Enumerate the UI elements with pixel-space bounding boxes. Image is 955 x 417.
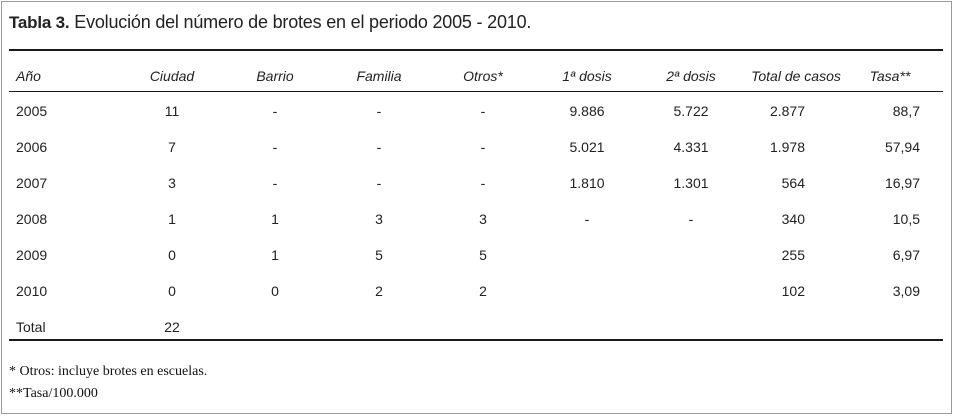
table-cell-tasa: 6,97 xyxy=(892,247,920,263)
column-header-familia: Familia xyxy=(356,68,402,84)
table-row: 2006 7 - - - 5.021 4.331 1.978 57,94 xyxy=(9,137,943,157)
table-cell-2-dosis: - xyxy=(688,211,694,227)
table-header-row: Año Ciudad Barrio Familia Otros* 1ª dosis 2ª d… xyxy=(9,66,943,86)
table-caption: Evolución del número de brotes en el per… xyxy=(74,12,532,32)
table-row: 2010 0 0 2 2 102 3,09 xyxy=(9,281,943,301)
table-cell-otros: 2 xyxy=(479,283,487,299)
table-cell-tasa: 88,7 xyxy=(892,103,920,119)
table-cell-familia: 5 xyxy=(375,247,383,263)
column-header-barrio: Barrio xyxy=(256,68,294,84)
table-cell-ciudad: 0 xyxy=(168,247,176,263)
table-cell-familia: - xyxy=(376,103,382,119)
column-header-ano: Año xyxy=(16,68,41,84)
table-cell-2-dosis: 1.301 xyxy=(673,175,709,191)
table-cell-1-dosis: - xyxy=(584,211,590,227)
table-row: 2005 11 - - - 9.886 5.722 2.877 88,7 xyxy=(9,101,943,121)
table-cell-2-dosis: 5.722 xyxy=(673,103,709,119)
table-cell-ano: 2009 xyxy=(16,247,48,263)
table-cell-familia: 3 xyxy=(375,211,383,227)
table-label: Tabla 3. xyxy=(9,13,70,32)
table-row: 2008 1 1 3 3 - - 340 10,5 xyxy=(9,209,943,229)
column-header-otros: Otros* xyxy=(463,68,503,84)
table-cell-tasa: 10,5 xyxy=(892,211,920,227)
table-cell-barrio: 1 xyxy=(271,211,279,227)
table-cell-ano: 2007 xyxy=(16,175,48,191)
table-cell-familia: - xyxy=(376,139,382,155)
footnote-otros: * Otros: incluye brotes en escuelas. xyxy=(9,364,208,379)
footnote-tasa: **Tasa/100.000 xyxy=(9,386,98,401)
table-cell-ano: 2005 xyxy=(16,103,48,119)
table-cell-total-de-casos: 340 xyxy=(781,211,805,227)
table-cell-otros: 5 xyxy=(479,247,487,263)
column-header-2-dosis: 2ª dosis xyxy=(666,68,716,84)
bottom-rule xyxy=(9,339,943,341)
table-cell-familia: 2 xyxy=(375,283,383,299)
table-cell-barrio: - xyxy=(272,139,278,155)
table-cell-otros: 3 xyxy=(479,211,487,227)
table-cell-barrio: 0 xyxy=(271,283,279,299)
table-cell-otros: - xyxy=(480,103,486,119)
column-header-ciudad: Ciudad xyxy=(149,68,195,84)
table-cell-total-de-casos: 1.978 xyxy=(769,139,805,155)
table-cell-ano: 2006 xyxy=(16,139,48,155)
table-cell-tasa: 57,94 xyxy=(884,139,920,155)
table-cell-otros: - xyxy=(480,175,486,191)
table-cell-ciudad: 0 xyxy=(168,283,176,299)
column-header-total-de-casos: Total de casos xyxy=(751,68,841,84)
column-header-tasa: Tasa** xyxy=(869,68,911,84)
table-cell-total-de-casos: 564 xyxy=(781,175,805,191)
table-cell-barrio: - xyxy=(272,175,278,191)
table-row: 2007 3 - - - 1.810 1.301 564 16,97 xyxy=(9,173,943,193)
table-cell-ciudad: 3 xyxy=(168,175,176,191)
table-cell-barrio: 1 xyxy=(271,247,279,263)
table-cell-ciudad: 1 xyxy=(168,211,176,227)
table-cell-1-dosis: 1.810 xyxy=(569,175,605,191)
table-cell-barrio: - xyxy=(272,103,278,119)
table-cell-tasa: 16,97 xyxy=(884,175,920,191)
table-cell-1-dosis: 5.021 xyxy=(569,139,605,155)
table-cell-ciudad: 22 xyxy=(164,319,180,335)
table-cell-ano: Total xyxy=(16,319,46,335)
table-cell-otros: - xyxy=(480,139,486,155)
column-header-1-dosis: 1ª dosis xyxy=(562,68,612,84)
header-rule xyxy=(9,91,943,92)
table-cell-2-dosis: 4.331 xyxy=(673,139,709,155)
table-row: 2009 0 1 5 5 255 6,97 xyxy=(9,245,943,265)
table-cell-total-de-casos: 102 xyxy=(781,283,805,299)
table-cell-ciudad: 11 xyxy=(164,103,180,119)
table-cell-familia: - xyxy=(376,175,382,191)
table-title: Tabla 3. Evolución del número de brotes … xyxy=(9,12,531,33)
top-rule xyxy=(9,49,943,51)
table-row: Total 22 xyxy=(9,317,943,337)
table-cell-1-dosis: 9.886 xyxy=(569,103,605,119)
table-cell-total-de-casos: 255 xyxy=(781,247,805,263)
table-cell-tasa: 3,09 xyxy=(892,283,920,299)
table-cell-ano: 2008 xyxy=(16,211,48,227)
table-cell-ciudad: 7 xyxy=(168,139,176,155)
table-cell-ano: 2010 xyxy=(16,283,48,299)
table-cell-total-de-casos: 2.877 xyxy=(769,103,805,119)
